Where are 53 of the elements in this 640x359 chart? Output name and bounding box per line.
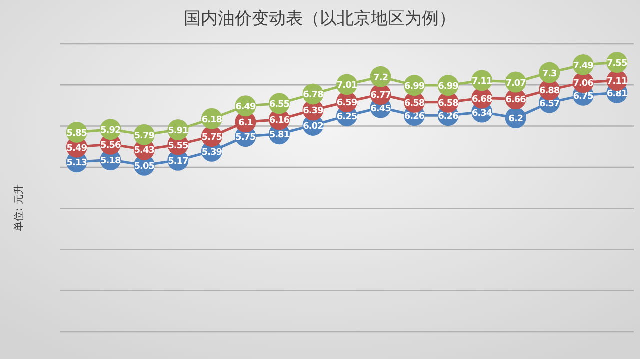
data-label: 6.77 bbox=[370, 91, 392, 102]
data-label: 6.26 bbox=[438, 112, 459, 122]
data-label: 5.43 bbox=[134, 146, 155, 156]
data-label: 6.58 bbox=[438, 98, 459, 109]
data-label: 6.99 bbox=[438, 82, 459, 92]
data-label: 5.92 bbox=[100, 126, 121, 136]
data-label: 5.91 bbox=[168, 126, 189, 136]
data-label: 5.79 bbox=[134, 131, 155, 142]
data-label: 6.26 bbox=[404, 112, 425, 122]
data-label: 7.07 bbox=[506, 78, 526, 89]
data-label: 5.49 bbox=[66, 144, 88, 154]
data-label: 5.13 bbox=[66, 158, 88, 169]
data-label: 6.75 bbox=[573, 92, 594, 102]
data-label: 7.49 bbox=[573, 61, 594, 72]
data-label: 6.88 bbox=[539, 86, 560, 97]
data-label: 5.75 bbox=[236, 133, 256, 144]
data-label: 7.2 bbox=[374, 73, 388, 84]
data-label: 6.25 bbox=[336, 112, 358, 122]
data-label: 6.18 bbox=[202, 115, 222, 126]
data-label: 5.05 bbox=[134, 162, 155, 172]
data-label: 5.17 bbox=[168, 156, 189, 167]
data-label: 6.58 bbox=[404, 98, 425, 109]
chart-title: 国内油价变动表（以北京地区为例） bbox=[184, 9, 456, 28]
data-label: 5.18 bbox=[100, 156, 121, 167]
data-label: 6.66 bbox=[506, 96, 526, 106]
data-label: 6.57 bbox=[539, 99, 560, 110]
data-label: 6.68 bbox=[472, 94, 492, 105]
data-label: 7.55 bbox=[607, 59, 628, 70]
data-label: 6.55 bbox=[269, 100, 290, 110]
data-label: 7.3 bbox=[542, 69, 558, 80]
data-label: 7.06 bbox=[573, 79, 594, 90]
data-label: 7.01 bbox=[336, 81, 358, 92]
data-label: 6.45 bbox=[370, 104, 392, 114]
data-label: 6.78 bbox=[303, 90, 324, 101]
data-label: 5.85 bbox=[66, 128, 88, 139]
data-label: 5.55 bbox=[168, 141, 189, 152]
data-label: 7.11 bbox=[472, 77, 492, 88]
data-label: 6.16 bbox=[269, 116, 290, 126]
data-label: 5.39 bbox=[202, 148, 222, 158]
data-label: 5.81 bbox=[269, 130, 290, 141]
data-label: 6.39 bbox=[303, 106, 324, 117]
data-label: 5.75 bbox=[202, 133, 222, 144]
data-label: 6.1 bbox=[238, 118, 254, 129]
data-label: 6.59 bbox=[336, 98, 358, 109]
data-label: 7.11 bbox=[607, 77, 628, 88]
data-label: 6.49 bbox=[236, 102, 256, 113]
data-label: 6.34 bbox=[472, 108, 492, 119]
data-label: 6.2 bbox=[508, 114, 524, 125]
data-label: 6.99 bbox=[404, 82, 425, 92]
data-label: 6.81 bbox=[607, 89, 628, 100]
data-label: 6.02 bbox=[303, 122, 324, 132]
data-label: 5.56 bbox=[100, 140, 121, 151]
y-axis-title: 单位: 元升 bbox=[13, 184, 25, 232]
